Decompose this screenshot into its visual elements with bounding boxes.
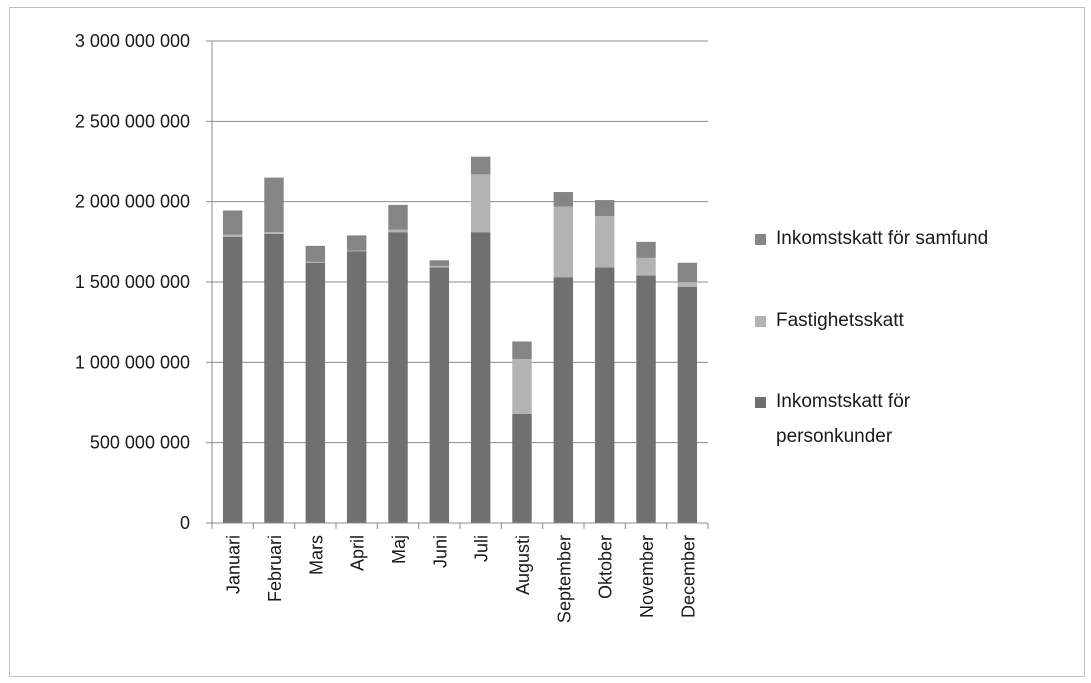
- bar-segment-2-september: [553, 206, 574, 278]
- bar-segment-2-februari: [264, 232, 284, 234]
- y-tick-labels: 0 500 000 000 1 000 000 000 1 500 000 000 2 …: [75, 31, 190, 533]
- bar-segment-1-februari: [264, 233, 284, 524]
- x-tick-labels: Januari Februari Mars April Maj Juni Juli Augus…: [224, 535, 699, 623]
- bar-segment-3-juni: [429, 260, 450, 266]
- y-tick-label: 2 500 000 000: [75, 111, 190, 131]
- x-tick-label: Augusti: [513, 535, 533, 595]
- x-tick-label: Maj: [389, 535, 409, 564]
- bar-segment-3-oktober: [594, 200, 615, 217]
- bar-segment-3-januari: [222, 210, 243, 235]
- bar-segment-3-december: [677, 262, 698, 282]
- bar-segment-3-september: [553, 192, 574, 207]
- x-tick-label: April: [348, 535, 368, 571]
- bar-segment-2-maj: [388, 229, 408, 233]
- legend-label: Inkomstskatt för samfund: [776, 228, 988, 249]
- bar-segment-2-oktober: [594, 216, 615, 268]
- x-tick-label: September: [554, 535, 574, 623]
- bar-segment-3-april: [346, 235, 367, 251]
- bar-segment-1-juli: [470, 232, 491, 523]
- bar-segment-3-juli: [470, 156, 491, 175]
- bar-segment-1-maj: [388, 232, 408, 523]
- legend-label: Inkomstskatt för: [776, 391, 911, 412]
- bars: [222, 156, 698, 524]
- bar-segment-1-mars: [305, 262, 326, 523]
- legend-swatch: [755, 234, 766, 245]
- legend-swatch: [755, 397, 766, 408]
- legend-label: personkunder: [776, 426, 893, 447]
- bar-segment-2-juli: [470, 174, 491, 233]
- legend-label: Fastighetsskatt: [776, 310, 904, 331]
- bar-segment-3-maj: [388, 204, 408, 230]
- bar-segment-1-april: [346, 251, 367, 523]
- x-tick-label: Mars: [306, 535, 326, 575]
- y-tick-label: 0: [180, 513, 190, 533]
- y-tick-label: 2 000 000 000: [75, 192, 190, 212]
- bar-segment-3-november: [636, 241, 656, 258]
- bar-segment-1-augusti: [512, 413, 532, 523]
- chart-frame: [9, 7, 1085, 677]
- bar-segment-2-november: [636, 257, 656, 276]
- y-tick-label: 1 500 000 000: [75, 272, 190, 292]
- bar-segment-2-juni: [429, 265, 450, 268]
- bar-segment-2-mars: [305, 261, 326, 263]
- bar-segment-1-december: [677, 286, 698, 523]
- x-tick-label: Februari: [265, 535, 285, 602]
- bar-segment-1-september: [553, 277, 574, 523]
- x-tick-label: Juni: [430, 535, 450, 568]
- x-tick-label: December: [678, 535, 698, 618]
- bar-segment-3-mars: [305, 245, 326, 262]
- bar-segment-3-februari: [264, 177, 284, 233]
- axes: [206, 40, 709, 529]
- x-tick-label: Januari: [224, 535, 244, 594]
- x-tick-label: Juli: [472, 535, 492, 562]
- legend-swatch: [755, 316, 766, 327]
- bar-segment-1-januari: [222, 237, 243, 523]
- bar-segment-1-juni: [429, 267, 450, 523]
- legend: Inkomstskatt för samfund Fastighetsskatt I…: [755, 228, 988, 447]
- gridlines: [212, 40, 708, 444]
- y-tick-label: 500 000 000: [90, 433, 190, 453]
- x-tick-label: Oktober: [596, 535, 616, 599]
- bar-segment-2-april: [346, 250, 367, 252]
- y-tick-label: 1 000 000 000: [75, 352, 190, 372]
- y-tick-label: 3 000 000 000: [75, 31, 190, 51]
- x-tick-label: November: [637, 535, 657, 618]
- bar-segment-1-november: [636, 275, 656, 523]
- bar-segment-1-oktober: [594, 267, 615, 523]
- bar-segment-2-augusti: [512, 359, 532, 414]
- bar-segment-3-augusti: [512, 341, 532, 360]
- bar-segment-2-december: [677, 282, 698, 287]
- bar-segment-2-januari: [222, 234, 243, 238]
